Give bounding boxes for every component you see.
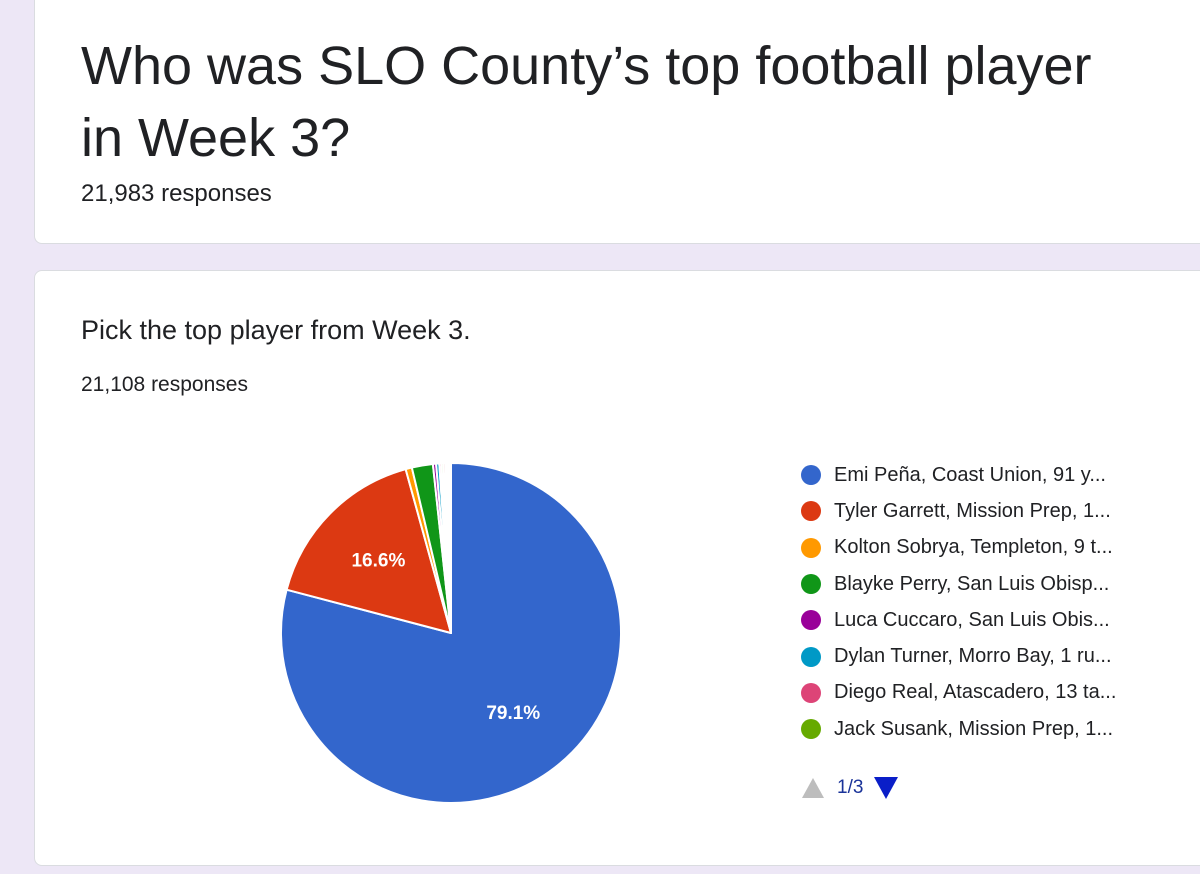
legend-item[interactable]: Luca Cuccaro, San Luis Obis... [801, 602, 1181, 638]
pie-data-label-2: 16.6% [351, 550, 405, 571]
question-title: Pick the top player from Week 3. [81, 315, 471, 345]
legend-page-indicator: 1/3 [837, 777, 864, 798]
legend-color-dot [801, 465, 821, 486]
legend-color-dot [801, 501, 821, 522]
legend-color-dot [801, 610, 821, 631]
pie-chart: 79.1% 16.6% [280, 462, 622, 804]
question-summary-card: Pick the top player from Week 3. 21,108 … [34, 270, 1200, 866]
legend-label: Blayke Perry, San Luis Obisp... [834, 572, 1110, 595]
legend-item[interactable]: Blayke Perry, San Luis Obisp... [801, 566, 1181, 602]
form-title: Who was SLO County’s top football player… [81, 36, 1092, 168]
form-header-card: Who was SLO County’s top football player… [34, 0, 1200, 244]
legend-label: Dylan Turner, Morro Bay, 1 ru... [834, 645, 1112, 668]
legend-item[interactable]: Diego Real, Atascadero, 13 ta... [801, 675, 1181, 711]
legend-item[interactable]: Tyler Garrett, Mission Prep, 1... [801, 493, 1181, 529]
legend-label: Diego Real, Atascadero, 13 ta... [834, 681, 1117, 704]
legend-label: Kolton Sobrya, Templeton, 9 t... [834, 536, 1113, 559]
legend-color-dot [801, 719, 821, 740]
legend-item[interactable]: Jack Susank, Mission Prep, 1... [801, 711, 1181, 747]
chart-legend: Emi Peña, Coast Union, 91 y... Tyler Garr… [801, 457, 1181, 747]
legend-label: Luca Cuccaro, San Luis Obis... [834, 608, 1110, 631]
triangle-down-icon[interactable] [874, 777, 899, 799]
question-responses-count: 21,108 responses [81, 373, 248, 396]
pie-slice-14[interactable] [448, 462, 452, 634]
legend-color-dot [801, 682, 821, 703]
pie-slice-1[interactable] [280, 462, 622, 804]
legend-label: Emi Peña, Coast Union, 91 y... [834, 463, 1106, 486]
pie-data-label-1: 79.1% [486, 703, 540, 724]
legend-item[interactable]: Kolton Sobrya, Templeton, 9 t... [801, 530, 1181, 566]
legend-color-dot [801, 574, 821, 595]
legend-item[interactable]: Emi Peña, Coast Union, 91 y... [801, 457, 1181, 493]
triangle-up-icon[interactable] [802, 778, 824, 798]
legend-item[interactable]: Dylan Turner, Morro Bay, 1 ru... [801, 638, 1181, 674]
legend-label: Tyler Garrett, Mission Prep, 1... [834, 499, 1111, 522]
legend-color-dot [801, 537, 821, 558]
pie-slice-2[interactable] [285, 468, 452, 634]
legend-label: Jack Susank, Mission Prep, 1... [834, 717, 1114, 740]
legend-color-dot [801, 646, 821, 667]
total-responses-count: 21,983 responses [81, 180, 272, 207]
legend-pager: 1/3 [802, 777, 899, 799]
